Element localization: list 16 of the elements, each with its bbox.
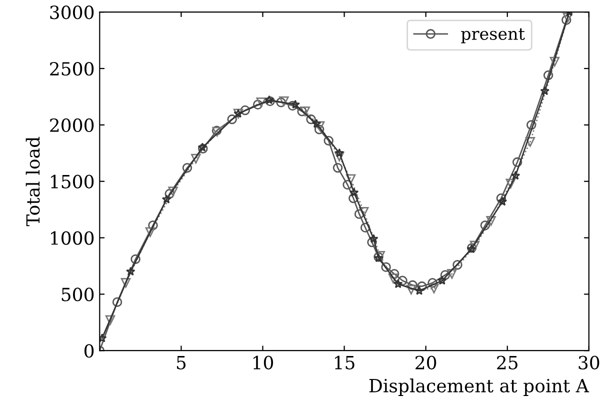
y-tick-label: 1000 xyxy=(51,231,94,245)
y-axis-title: Total load xyxy=(26,136,40,226)
y-tick-label: 2000 xyxy=(50,118,94,132)
legend-label: present xyxy=(461,28,525,44)
y-tick-label: 3000 xyxy=(50,6,94,20)
x-axis-title: Displacement at point A xyxy=(369,378,590,396)
y-tick-label: 500 xyxy=(62,288,94,302)
x-tick-label: 20 xyxy=(416,356,436,370)
y-tick-label: 0 xyxy=(84,344,94,358)
x-tick-label: 30 xyxy=(578,356,600,370)
y-tick-label: 1500 xyxy=(51,174,94,188)
x-tick-label: 25 xyxy=(497,356,518,370)
x-tick-label: 10 xyxy=(253,356,274,370)
x-tick-label: 5 xyxy=(176,356,186,370)
x-tick-label: 15 xyxy=(334,356,354,370)
y-tick-label: 2500 xyxy=(50,62,94,76)
